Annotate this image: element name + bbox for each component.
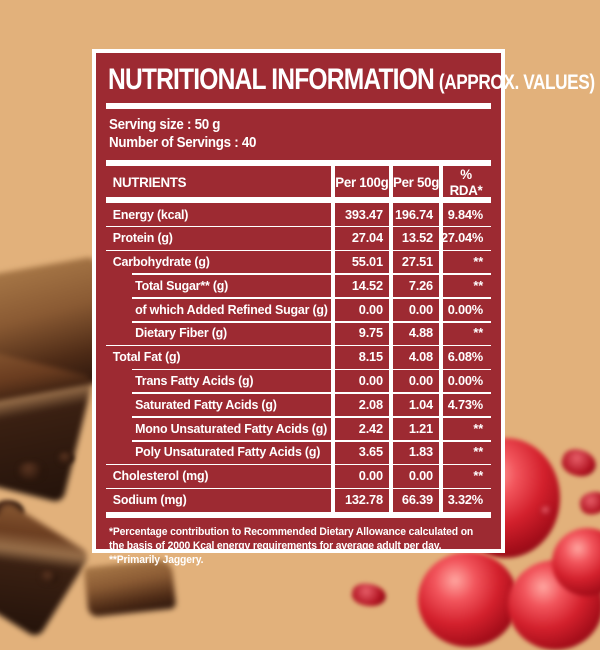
nutrient-label: Trans Fatty Acids (g)	[135, 373, 254, 389]
value-per-100g: 3.65	[358, 444, 383, 460]
nutrient-label: of which Added Refined Sugar (g)	[135, 301, 328, 317]
value-per-50g: 1.83	[408, 444, 433, 460]
table-row: Total Fat (g) 8.15 4.08 6.08%	[106, 344, 491, 370]
chocolate-crumb-image	[18, 462, 44, 480]
table-row: Cholesterol (mg) 0.00 0.00 **	[106, 463, 491, 489]
value-per-50g: 0.00	[408, 301, 433, 317]
header-per-100g: Per 100g	[335, 174, 389, 190]
value-rda: **	[473, 420, 483, 436]
serving-info: Serving size : 50 g Number of Servings :…	[109, 116, 491, 152]
nutrient-label: Energy (kcal)	[112, 206, 189, 222]
table-row: Saturated Fatty Acids (g) 2.08 1.04 4.73%	[106, 392, 491, 417]
title-text: NUTRITIONAL INFORMATION	[108, 63, 435, 96]
value-rda: 3.32%	[447, 492, 483, 508]
value-per-50g: 4.08	[408, 349, 433, 365]
table-row: Protein (g) 27.04 13.52 27.04%	[106, 225, 491, 251]
divider-bar	[106, 512, 491, 519]
value-rda: 9.84%	[447, 206, 483, 222]
nutrient-label: Carbohydrate (g)	[112, 254, 210, 270]
cherry-image	[552, 528, 600, 596]
divider-bar	[106, 160, 491, 166]
value-per-100g: 2.08	[358, 396, 383, 412]
value-per-100g: 55.01	[351, 254, 383, 270]
value-per-100g: 14.52	[351, 277, 383, 293]
table-row: of which Added Refined Sugar (g) 0.00 0.00…	[106, 297, 491, 322]
nutrient-label: Cholesterol (mg)	[112, 468, 209, 484]
table-row: Trans Fatty Acids (g) 0.00 0.00 0.00%	[106, 368, 491, 394]
cherry-piece-image	[540, 506, 553, 516]
value-rda: 6.08%	[447, 349, 483, 365]
value-rda: **	[473, 444, 483, 460]
value-per-100g: 2.42	[358, 420, 383, 436]
table-body: Energy (kcal) 393.47 196.74 9.84% Protein (g…	[106, 203, 491, 512]
value-per-100g: 0.00	[358, 373, 383, 389]
value-per-100g: 132.78	[344, 492, 383, 508]
value-per-100g: 0.00	[358, 468, 383, 484]
table-row: Dietary Fiber (g) 9.75 4.88 **	[106, 320, 491, 346]
value-per-50g: 4.88	[408, 325, 433, 341]
table-row: Total Sugar** (g) 14.52 7.26 **	[106, 273, 491, 298]
nutrition-label-page: { "colors": { "background_tan": "#e2b17b…	[0, 49, 600, 650]
cherry-piece-image	[350, 581, 388, 609]
value-per-50g: 66.39	[401, 492, 433, 508]
cherry-piece-image	[578, 489, 600, 517]
value-rda: **	[473, 325, 483, 341]
table-row: Mono Unsaturated Fatty Acids (g) 2.42 1.21…	[106, 416, 491, 441]
value-rda: 0.00%	[447, 301, 483, 317]
chocolate-crumb-image	[40, 570, 58, 584]
value-per-50g: 0.00	[408, 468, 433, 484]
value-per-100g: 393.47	[344, 206, 383, 222]
panel-title: NUTRITIONAL INFORMATION (APPROX. VALUES)	[108, 63, 595, 97]
nutrient-label: Total Fat (g)	[112, 349, 181, 365]
nutrition-panel: NUTRITIONAL INFORMATION (APPROX. VALUES)…	[92, 49, 595, 566]
table-header-row: NUTRIENTS Per 100g Per 50g % RDA*	[106, 166, 491, 198]
nutrients-table: NUTRIENTS Per 100g Per 50g % RDA* Energy…	[106, 166, 491, 513]
header-rda: % RDA*	[449, 166, 483, 198]
header-nutrients: NUTRIENTS	[112, 174, 187, 190]
value-rda: 27.04%	[440, 230, 484, 246]
nutrient-label: Mono Unsaturated Fatty Acids (g)	[135, 420, 328, 436]
value-per-100g: 27.04	[351, 230, 383, 246]
nutrient-label: Dietary Fiber (g)	[135, 325, 227, 341]
footnote-text: *Percentage contribution to Recommended …	[108, 526, 474, 567]
value-rda: **	[473, 468, 483, 484]
cherry-piece-image	[558, 445, 600, 481]
table-row: Energy (kcal) 393.47 196.74 9.84%	[106, 203, 491, 227]
table-row: Poly Unsaturated Fatty Acids (g) 3.65 1.83…	[106, 439, 491, 465]
table-row: Carbohydrate (g) 55.01 27.51 **	[106, 249, 491, 275]
value-per-50g: 27.51	[401, 254, 433, 270]
nutrient-label: Saturated Fatty Acids (g)	[135, 396, 277, 412]
column-separator	[388, 166, 393, 513]
header-per-50g: Per 50g	[392, 174, 439, 190]
value-rda: 4.73%	[447, 396, 483, 412]
value-per-100g: 0.00	[358, 301, 383, 317]
value-per-50g: 0.00	[408, 373, 433, 389]
value-per-100g: 8.15	[358, 349, 383, 365]
serving-size-text: Serving size : 50 g	[109, 117, 221, 133]
nutrient-label: Sodium (mg)	[112, 492, 187, 508]
column-separator	[438, 166, 443, 513]
nutrient-label: Protein (g)	[112, 230, 173, 246]
chocolate-piece-image	[83, 558, 177, 618]
column-separator	[331, 166, 336, 513]
nutrient-label: Total Sugar** (g)	[135, 277, 229, 293]
value-per-50g: 1.04	[408, 396, 433, 412]
value-per-50g: 7.26	[408, 277, 433, 293]
value-per-50g: 13.52	[401, 230, 433, 246]
value-per-100g: 9.75	[358, 325, 383, 341]
value-per-50g: 196.74	[394, 206, 433, 222]
value-rda: 0.00%	[447, 373, 483, 389]
value-per-50g: 1.21	[408, 420, 433, 436]
table-row: Sodium (mg) 132.78 66.39 3.32%	[106, 487, 491, 513]
number-of-servings-text: Number of Servings : 40	[109, 135, 257, 151]
chocolate-crumb-image	[58, 452, 74, 464]
divider-bar	[106, 103, 491, 109]
value-rda: **	[473, 277, 483, 293]
nutrient-label: Poly Unsaturated Fatty Acids (g)	[135, 444, 321, 460]
title-suffix-text: (APPROX. VALUES)	[438, 71, 595, 94]
divider-bar	[106, 197, 491, 203]
value-rda: **	[473, 254, 483, 270]
